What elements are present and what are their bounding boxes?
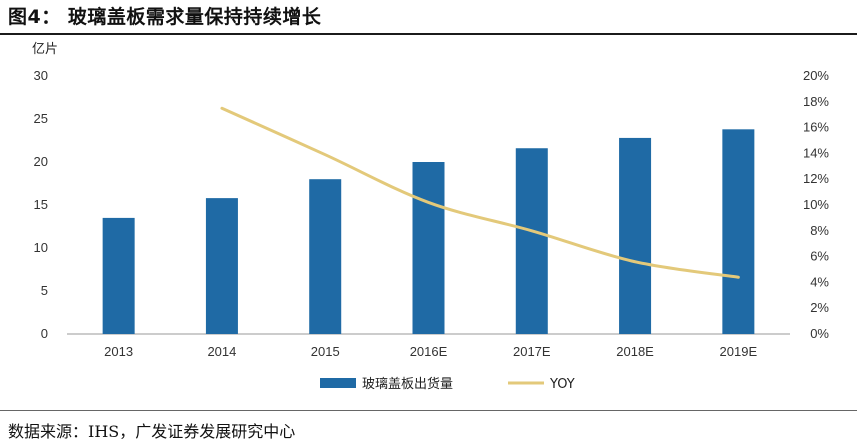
y-right-tick-label: 6% [810, 249, 829, 264]
y-axis-right: 0% 2% 4% 6% 8% 10% 12% 14% 16% 18% 20% [803, 68, 829, 341]
x-tick-label: 2015 [311, 344, 340, 359]
bar-2019e [722, 129, 755, 334]
x-axis: 2013 2014 2015 2016E 2017E 2018E 2019E [104, 344, 757, 359]
y-right-tick-label: 12% [803, 171, 829, 186]
y-left-tick-label: 5 [41, 283, 48, 298]
bar-2015 [309, 179, 342, 334]
bar-2016e [412, 162, 445, 334]
x-tick-label: 2016E [410, 344, 448, 359]
title-divider [0, 33, 857, 35]
y-left-tick-label: 0 [41, 326, 48, 341]
bar-2014 [205, 198, 238, 334]
y-axis-unit-label: 亿片 [32, 42, 58, 57]
bar-2013 [102, 217, 135, 334]
source-note: 数据来源：IHS，广发证券发展研究中心 [8, 422, 296, 441]
y-right-tick-label: 10% [803, 197, 829, 212]
x-tick-label: 2013 [104, 344, 133, 359]
y-right-tick-label: 8% [810, 223, 829, 238]
x-tick-label: 2014 [207, 344, 236, 359]
bar-2018e [619, 137, 652, 334]
legend-bar-label: 玻璃盖板出货量 [362, 376, 453, 392]
y-left-tick-label: 20 [34, 154, 48, 169]
y-axis-left: 0 5 10 15 20 25 30 [34, 68, 48, 341]
legend: 玻璃盖板出货量 YOY [320, 376, 575, 392]
y-left-tick-label: 25 [34, 111, 48, 126]
y-right-tick-label: 4% [810, 274, 829, 289]
x-tick-label: 2019E [720, 344, 758, 359]
line-series [220, 106, 740, 279]
y-right-tick-label: 20% [803, 68, 829, 83]
figure-title: 图4： 玻璃盖板需求量保持持续增长 [8, 6, 322, 28]
yoy-line-path [220, 106, 740, 279]
legend-line-label: YOY [549, 377, 575, 392]
y-left-tick-label: 30 [34, 68, 48, 83]
y-left-tick-label: 15 [34, 197, 48, 212]
footer-divider [0, 410, 857, 411]
bar-series [102, 129, 755, 334]
y-right-tick-label: 16% [803, 120, 829, 135]
y-left-tick-label: 10 [34, 240, 48, 255]
y-right-tick-label: 2% [810, 300, 829, 315]
y-right-tick-label: 18% [803, 94, 829, 109]
y-right-tick-label: 0% [810, 326, 829, 341]
chart: 亿片 0 5 10 15 20 25 30 0% 2% 4% 6% 8% 10% 12% 14% 16% 18… [32, 42, 829, 392]
y-right-tick-label: 14% [803, 145, 829, 160]
x-tick-label: 2018E [616, 344, 654, 359]
legend-bar-swatch [320, 378, 356, 388]
bar-2017e [515, 148, 548, 334]
x-tick-label: 2017E [513, 344, 551, 359]
